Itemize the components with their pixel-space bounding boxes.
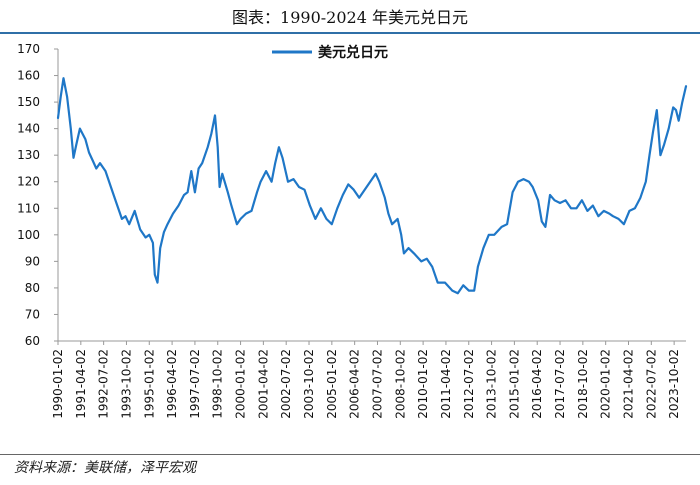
legend-label: 美元兑日元: [318, 44, 388, 61]
x-tick-label: 1998-10-02: [211, 349, 225, 419]
x-tick-label: 1995-01-02: [142, 349, 156, 419]
x-tick-label: 2011-04-02: [439, 349, 453, 419]
y-tick-label: 170: [17, 42, 40, 56]
x-tick-label: 2015-01-02: [507, 349, 521, 419]
footer-divider: [0, 454, 700, 455]
legend: 美元兑日元: [272, 44, 388, 61]
x-tick-label: 2020-01-02: [599, 349, 613, 419]
y-tick-label: 120: [17, 175, 40, 189]
line-chart: 60 70 80 90 100 110 120 130 140 150 160 170 1990-01-…: [17, 42, 688, 419]
x-tick-label: 2012-07-02: [462, 349, 476, 419]
x-tick-label: 2010-01-02: [416, 349, 430, 419]
source-note: 资料来源：美联储，泽平宏观: [14, 460, 196, 476]
x-tick-label: 2017-07-02: [553, 349, 567, 419]
x-tick-label: 2023-10-02: [667, 349, 681, 419]
x-tick-label: 1996-04-02: [165, 349, 179, 419]
x-tick-label: 2005-01-02: [325, 349, 339, 419]
x-tick-label: 2018-10-02: [576, 349, 590, 419]
y-tick-label: 90: [25, 254, 40, 268]
y-tick-label: 150: [17, 95, 40, 109]
x-tick-label: 2006-04-02: [348, 349, 362, 419]
x-tick-label: 1997-07-02: [188, 349, 202, 419]
y-tick-label: 110: [17, 201, 40, 215]
y-tick-label: 100: [17, 228, 40, 242]
x-tick-label: 2001-04-02: [256, 349, 270, 419]
page-title: 图表：1990-2024 年美元兑日元: [232, 8, 468, 27]
x-tick-label: 2022-07-02: [644, 349, 658, 419]
x-tick-label: 2016-04-02: [530, 349, 544, 419]
x-tick-label: 2000-01-02: [234, 349, 248, 419]
y-tick-label: 70: [25, 307, 40, 321]
x-tick-label: 2013-10-02: [485, 349, 499, 419]
y-tick-label: 80: [25, 281, 40, 295]
y-tick-label: 160: [17, 69, 40, 83]
x-tick-label: 1991-04-02: [74, 349, 88, 419]
x-tick-label: 2021-04-02: [621, 349, 635, 419]
series-line-美元兑日元: [56, 77, 688, 295]
x-tick-label: 1993-10-02: [119, 349, 133, 419]
x-tick-label: 1992-07-02: [97, 349, 111, 419]
x-tick-label: 2008-10-02: [393, 349, 407, 419]
x-tick-label: 2002-07-02: [279, 349, 293, 419]
y-tick-label: 60: [25, 334, 40, 348]
y-tick-label: 140: [17, 122, 40, 136]
title-divider: [0, 32, 700, 34]
x-tick-label: 2007-07-02: [370, 349, 384, 419]
x-tick-label: 1990-01-02: [51, 349, 65, 419]
y-tick-label: 130: [17, 148, 40, 162]
x-tick-label: 2003-10-02: [302, 349, 316, 419]
